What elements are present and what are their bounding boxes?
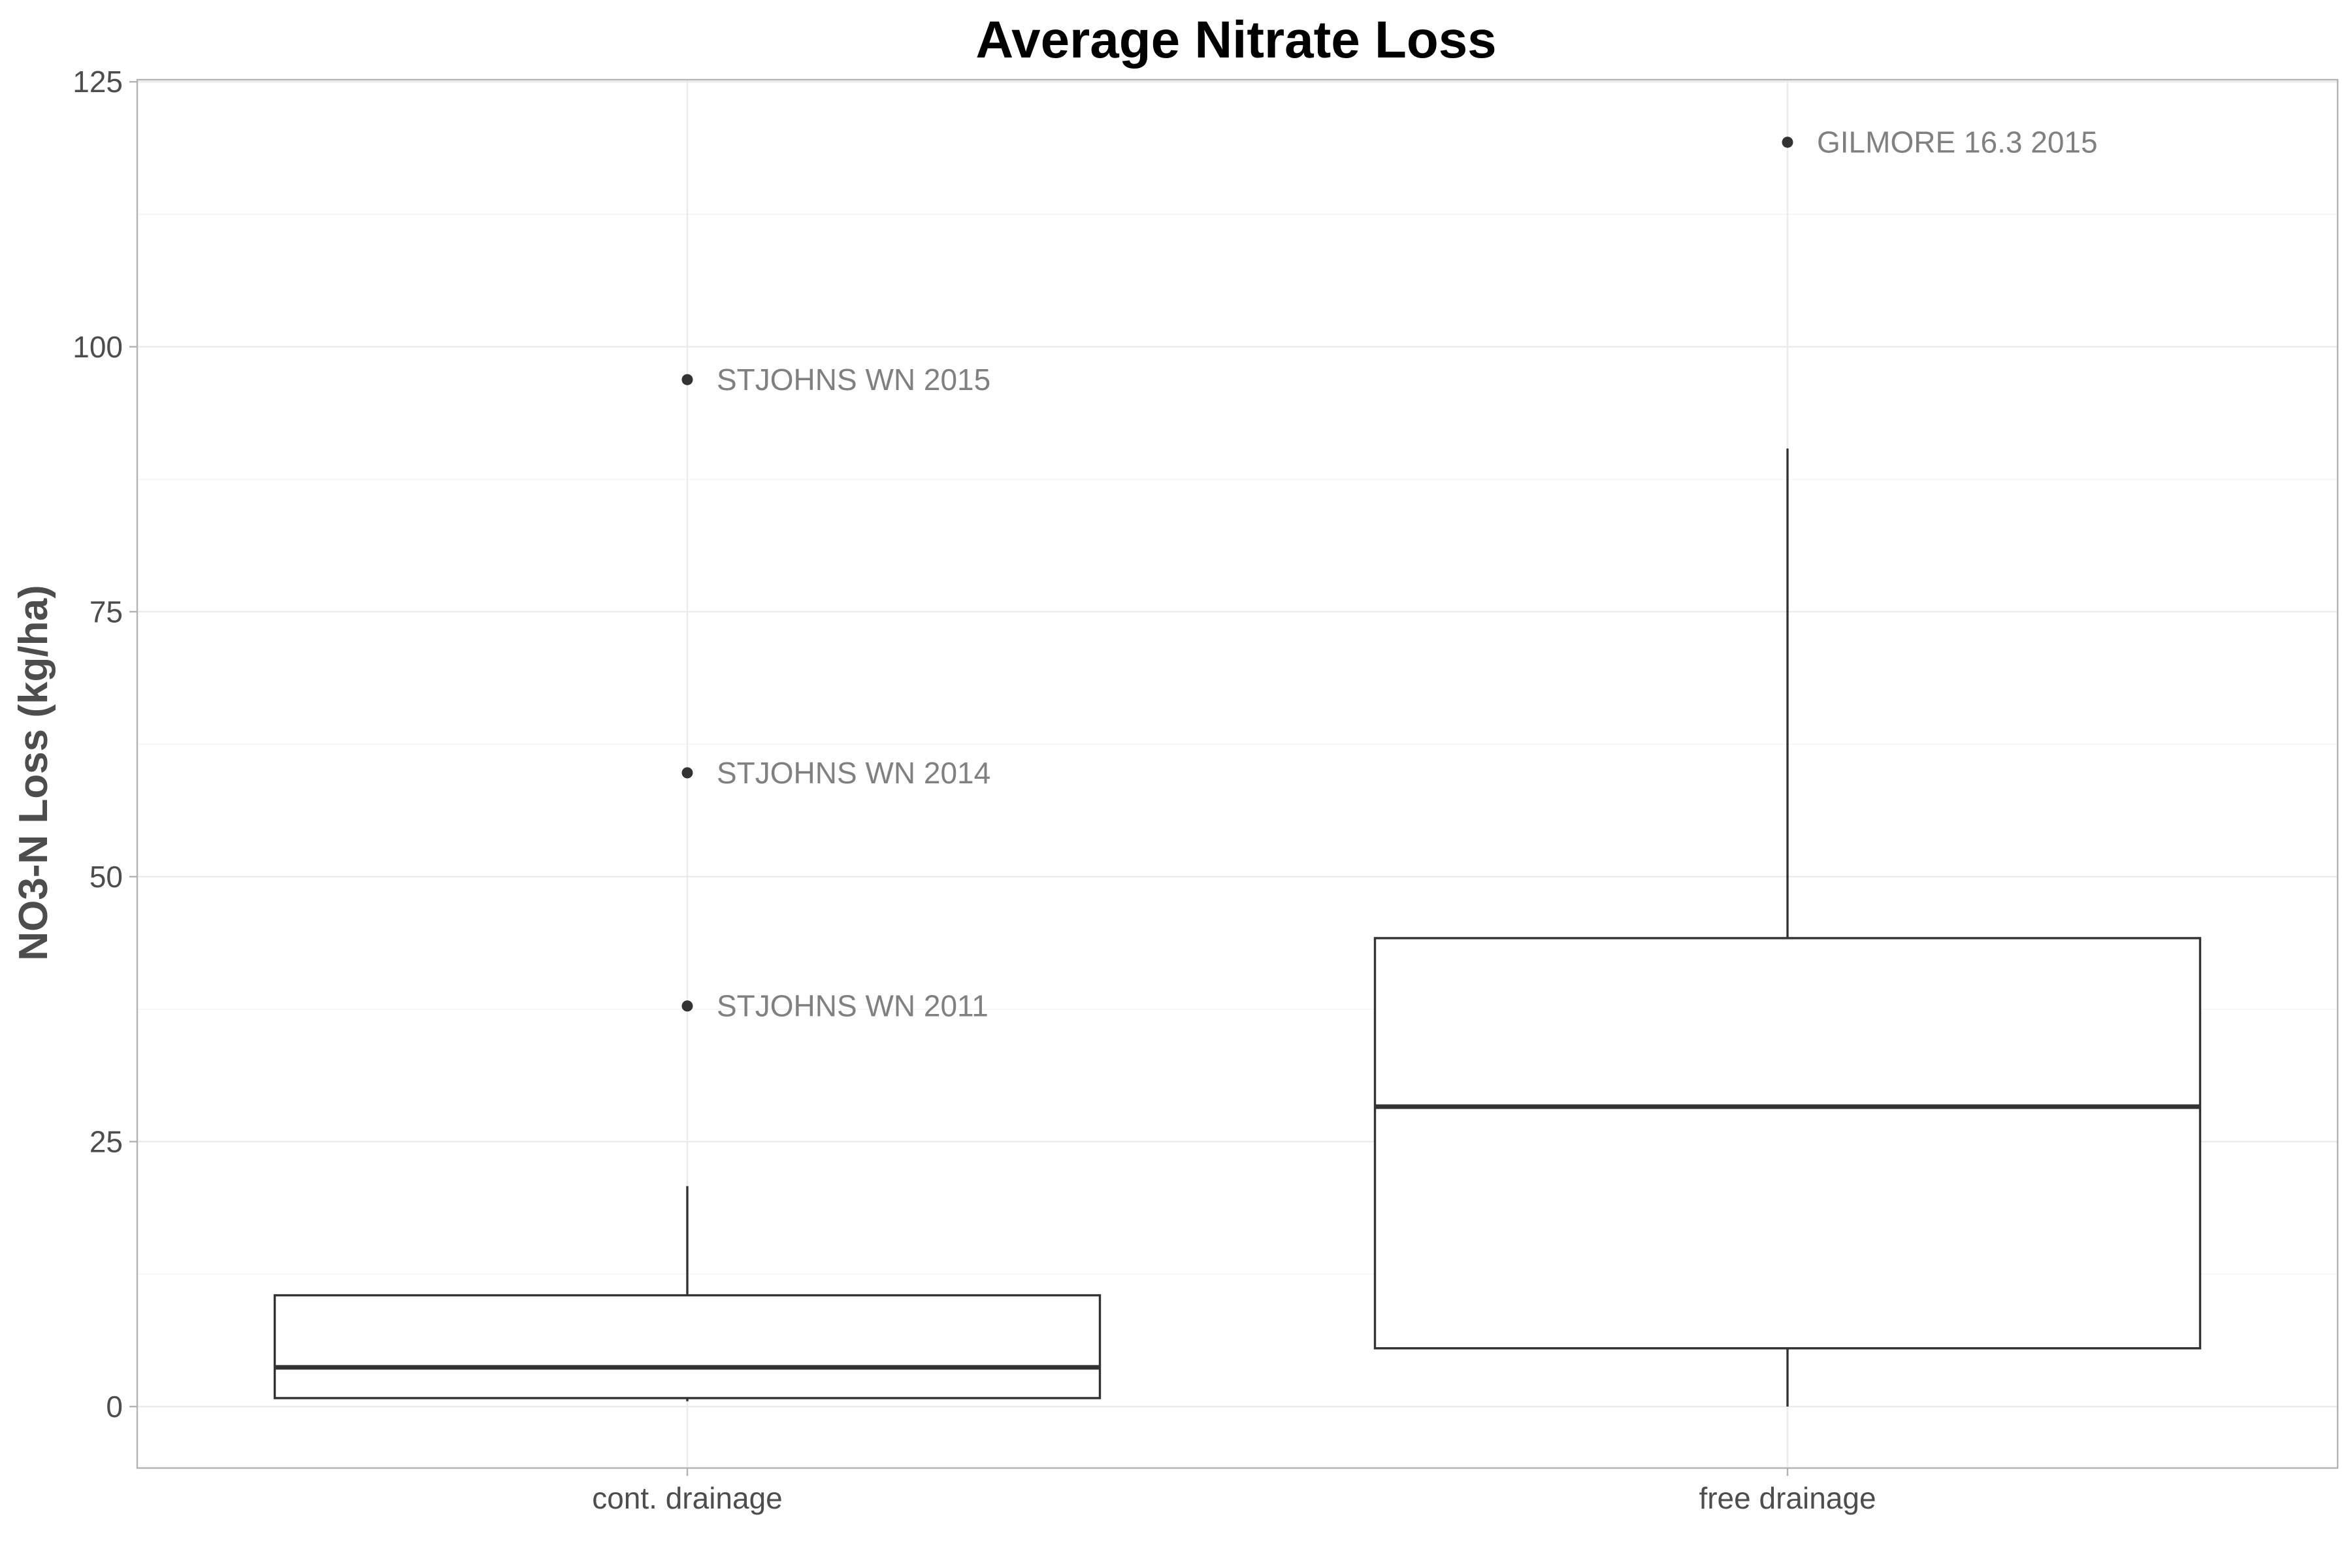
outlier-point <box>681 1000 693 1012</box>
y-tick-label: 25 <box>90 1124 123 1158</box>
panel-border <box>136 78 2339 1469</box>
plot-area: STJOHNS WN 2015 STJOHNS WN 2014 STJOHNS WN… <box>73 65 2339 1515</box>
outlier-label: STJOHNS WN 2014 <box>717 756 990 790</box>
y-tick-label: 0 <box>106 1390 123 1424</box>
outlier-point <box>1782 137 1793 148</box>
y-tick-label: 50 <box>90 860 123 894</box>
y-axis-label: NO3-N Loss (kg/ha) <box>11 585 56 960</box>
x-tick-label: free drainage <box>1699 1481 1876 1515</box>
y-tick-label: 125 <box>73 65 123 99</box>
outlier-label: STJOHNS WN 2015 <box>717 363 990 397</box>
y-tick-label: 75 <box>90 595 123 629</box>
outlier-point <box>681 767 693 779</box>
chart-title: Average Nitrate Loss <box>975 10 1496 69</box>
box-iqr <box>1373 937 2202 1350</box>
outlier-label: GILMORE 16.3 2015 <box>1817 125 2098 159</box>
x-tick-label: cont. drainage <box>592 1481 783 1515</box>
outlier-point <box>681 374 693 385</box>
box-iqr <box>273 1294 1102 1399</box>
y-tick-label: 100 <box>73 330 123 364</box>
outlier-label: STJOHNS WN 2011 <box>717 989 988 1023</box>
